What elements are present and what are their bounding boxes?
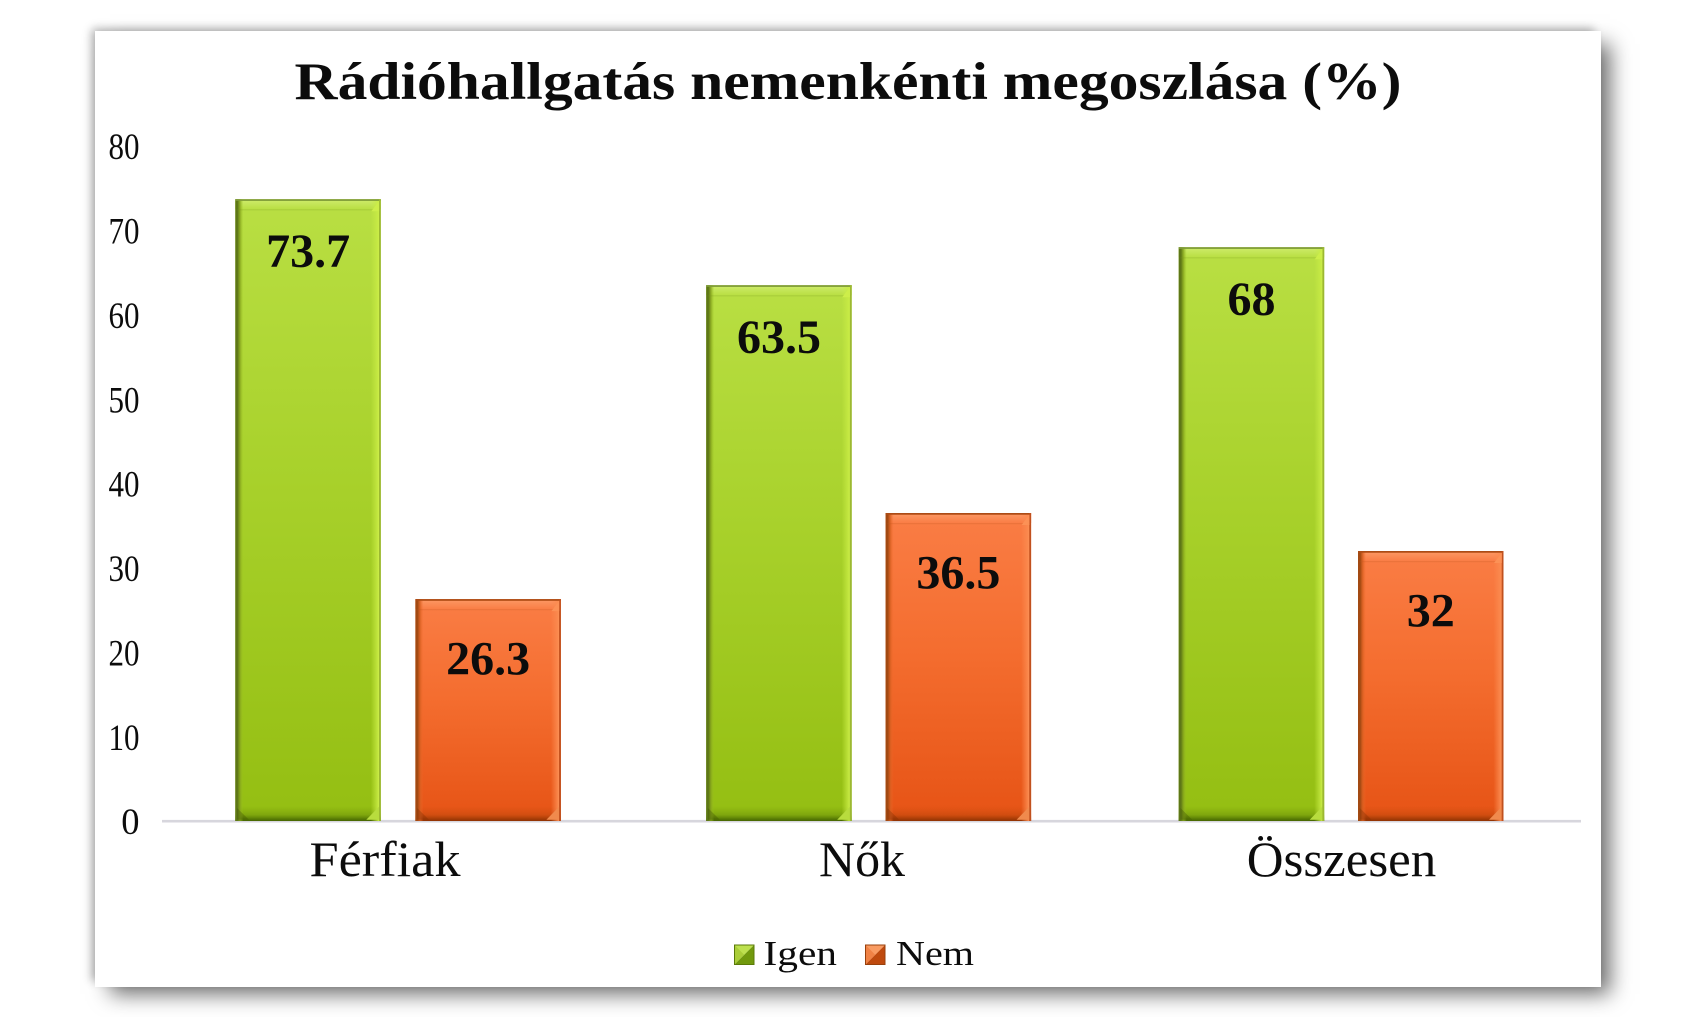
svg-text:80: 80 <box>109 126 140 167</box>
svg-text:70: 70 <box>109 211 140 252</box>
svg-text:73.7: 73.7 <box>266 225 350 278</box>
svg-text:32: 32 <box>1407 585 1455 638</box>
svg-text:40: 40 <box>109 464 140 505</box>
svg-text:30: 30 <box>109 548 140 589</box>
svg-text:0: 0 <box>121 801 139 842</box>
svg-text:Nem: Nem <box>896 934 974 973</box>
svg-text:50: 50 <box>109 379 140 420</box>
svg-text:Férfiak: Férfiak <box>310 831 461 887</box>
svg-text:Nők: Nők <box>819 831 905 887</box>
svg-text:20: 20 <box>109 633 140 674</box>
svg-text:Rádióhallgatás nemenkénti mego: Rádióhallgatás nemenkénti megoszlása (%) <box>295 53 1402 111</box>
svg-text:36.5: 36.5 <box>916 547 1000 600</box>
svg-text:63.5: 63.5 <box>737 311 821 364</box>
svg-text:60: 60 <box>109 295 140 336</box>
svg-text:Igen: Igen <box>764 934 838 973</box>
svg-text:68: 68 <box>1228 273 1276 326</box>
svg-text:Összesen: Összesen <box>1247 831 1437 887</box>
svg-text:10: 10 <box>109 717 140 758</box>
svg-text:26.3: 26.3 <box>446 633 530 686</box>
